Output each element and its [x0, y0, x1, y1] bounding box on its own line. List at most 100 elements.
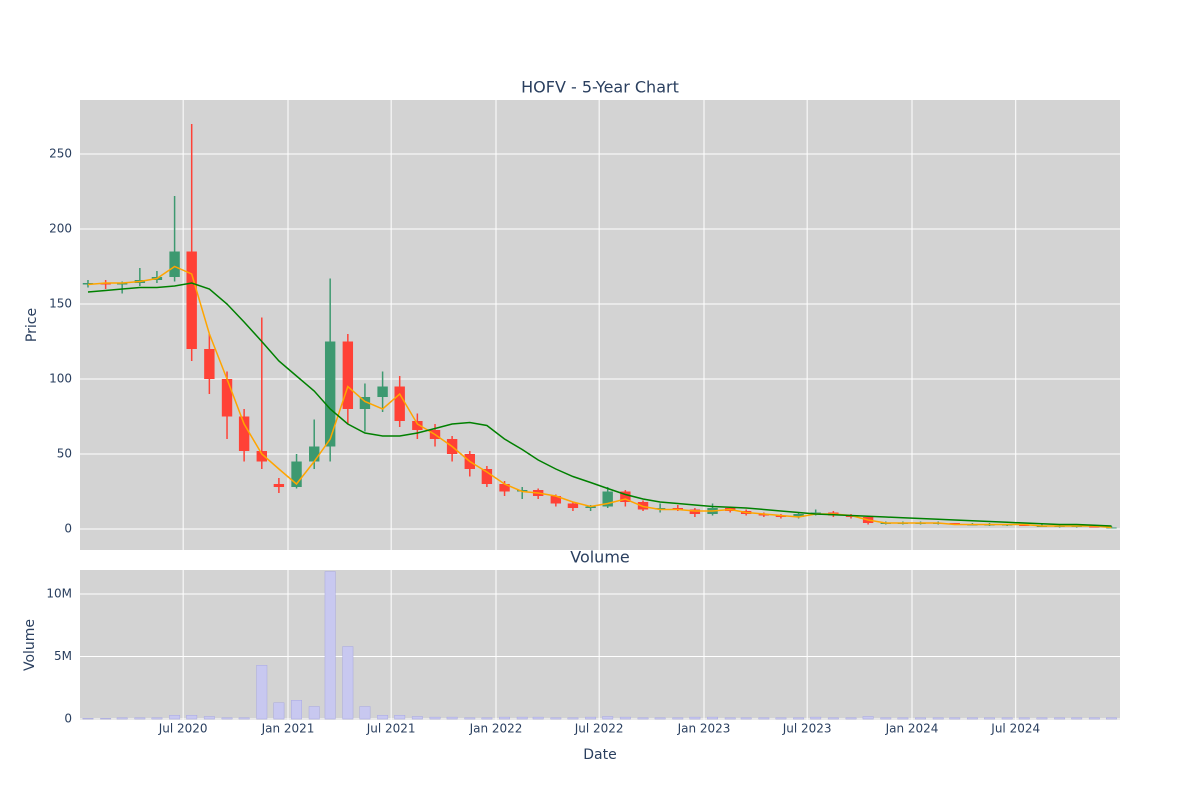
volume-bar	[637, 717, 649, 720]
volume-bar	[724, 717, 736, 720]
y-tick-label: 10M	[46, 587, 72, 601]
y-tick-label: 200	[49, 222, 72, 236]
volume-bar	[359, 706, 371, 720]
volume-bar	[1088, 717, 1100, 720]
volume-bar	[845, 717, 857, 720]
candle-body	[567, 503, 579, 508]
volume-bar	[707, 716, 718, 720]
volume-bar	[238, 717, 250, 720]
candle-body	[499, 484, 510, 492]
y-tick-label: 100	[49, 372, 72, 386]
volume-bar	[966, 717, 978, 720]
chart-title: HOFV - 5-Year Chart	[521, 78, 679, 97]
volume-bar	[516, 716, 528, 720]
candle-body	[169, 251, 180, 277]
volume-bar	[342, 646, 354, 720]
volume-bar	[221, 717, 233, 720]
volume-bar	[394, 715, 406, 720]
volume-bar	[567, 717, 579, 720]
volume-bar	[1106, 717, 1117, 720]
candle-body	[412, 421, 423, 430]
volume-bar	[169, 715, 181, 720]
volume-bar	[481, 717, 493, 720]
volume-bar	[377, 715, 389, 720]
volume-bar	[116, 717, 128, 720]
candle-body	[394, 386, 405, 421]
volume-bar	[186, 715, 198, 720]
volume-bar	[740, 717, 752, 720]
x-tick-label: Jul 2022	[574, 722, 624, 736]
x-tick-label: Jul 2024	[990, 722, 1040, 736]
x-tick-label: Jan 2021	[261, 722, 315, 736]
moving-average-line	[87, 265, 1112, 529]
candle-body	[204, 349, 215, 379]
candle-body	[291, 461, 302, 487]
volume-bar	[880, 717, 892, 720]
volume-bar	[1001, 717, 1013, 720]
y-tick-label: 0	[64, 522, 72, 536]
y-tick-label: 150	[49, 297, 72, 311]
volume-bar	[585, 716, 597, 720]
volume-bar	[915, 717, 926, 720]
y-tick-label: 250	[49, 147, 72, 161]
volume-bar	[949, 717, 961, 720]
candle-body	[221, 379, 233, 417]
volume-bar	[984, 717, 995, 720]
x-axis-label: Date	[583, 747, 616, 763]
volume-bar	[151, 717, 163, 720]
volume-bar	[203, 716, 215, 720]
x-tick-label: Jul 2023	[782, 722, 832, 736]
candle-body	[273, 484, 285, 487]
volume-bar	[308, 706, 320, 720]
volume-bar	[429, 716, 441, 720]
price-plot-area	[80, 100, 1120, 550]
volume-bar	[654, 717, 666, 720]
candle-body	[481, 469, 493, 484]
volume-bar	[897, 717, 909, 720]
candle-body	[186, 251, 197, 349]
volume-bar	[602, 716, 614, 720]
volume-bar	[532, 716, 544, 720]
volume-bar	[134, 717, 146, 720]
volume-bar	[256, 665, 268, 720]
volume-bar	[810, 716, 822, 720]
candle-body	[309, 446, 320, 462]
candle-body	[324, 341, 336, 447]
y-axis-label: Volume	[22, 619, 38, 671]
volume-bar	[324, 571, 336, 720]
volume-bar	[672, 717, 684, 720]
candle-body	[238, 416, 250, 451]
volume-bar	[1071, 717, 1083, 720]
volume-bar	[550, 717, 562, 720]
volume-bar	[100, 718, 112, 720]
volume-title: Volume	[570, 548, 630, 567]
volume-bar	[464, 717, 476, 720]
volume-bar	[1036, 717, 1048, 720]
volume-bar	[758, 717, 770, 720]
candle-body	[550, 496, 562, 504]
volume-bar	[689, 716, 701, 720]
volume-bar	[827, 717, 839, 720]
volume-bar	[932, 717, 944, 720]
x-tick-label: Jan 2022	[469, 722, 523, 736]
volume-bar	[862, 716, 874, 720]
candle-body	[359, 397, 371, 409]
volume-bar	[1054, 717, 1066, 720]
volume-bar	[273, 702, 285, 720]
volume-bar	[82, 718, 94, 720]
volume-bar	[619, 716, 631, 720]
candle-body	[602, 491, 613, 507]
y-tick-label: 5M	[54, 649, 72, 663]
volume-plot-area	[80, 570, 1120, 720]
volume-bar	[793, 717, 805, 720]
volume-bar	[1018, 717, 1030, 720]
candle-body	[793, 514, 804, 517]
y-tick-label: 50	[57, 447, 72, 461]
candle-body	[377, 386, 388, 397]
candle-body	[620, 491, 631, 502]
x-tick-label: Jan 2023	[677, 722, 731, 736]
volume-bar	[411, 716, 423, 720]
volume-bar	[291, 700, 302, 720]
candle-body	[342, 341, 354, 409]
